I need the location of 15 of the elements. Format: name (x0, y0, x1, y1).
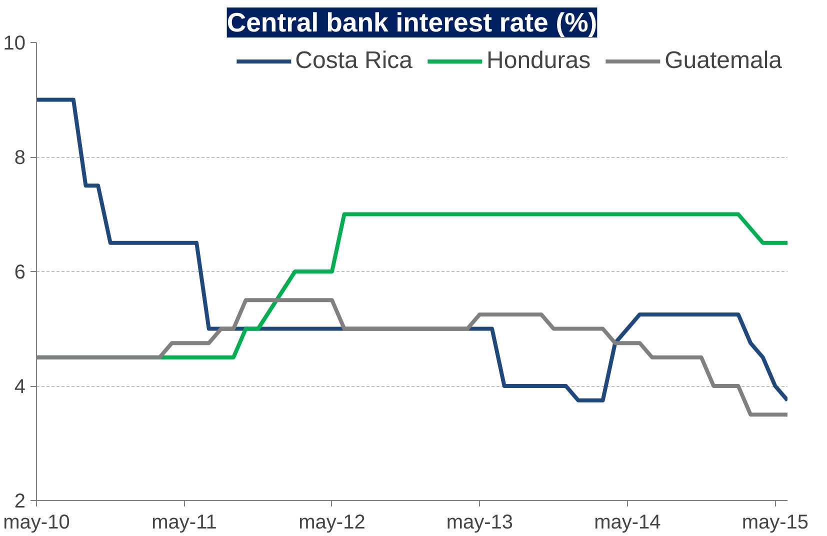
x-tick-label: may-11 (152, 512, 217, 534)
y-tick-label: 6 (14, 262, 26, 284)
y-tick-label: 8 (14, 147, 26, 169)
y-tick-label: 2 (14, 490, 26, 512)
legend-label: Guatemala (664, 47, 782, 75)
x-tick-label: may-14 (594, 512, 661, 534)
legend-label: Costa Rica (295, 47, 413, 75)
chart-title: Central bank interest rate (%) (226, 8, 598, 38)
x-tick-label: may-10 (3, 512, 70, 534)
x-tick-label: may-15 (742, 512, 809, 534)
x-tick-label: may-13 (446, 512, 514, 534)
y-tick-label: 4 (14, 376, 26, 398)
y-tick-label: 10 (3, 32, 26, 54)
legend-label: Honduras (486, 47, 591, 75)
x-tick-label: may-12 (298, 512, 366, 534)
